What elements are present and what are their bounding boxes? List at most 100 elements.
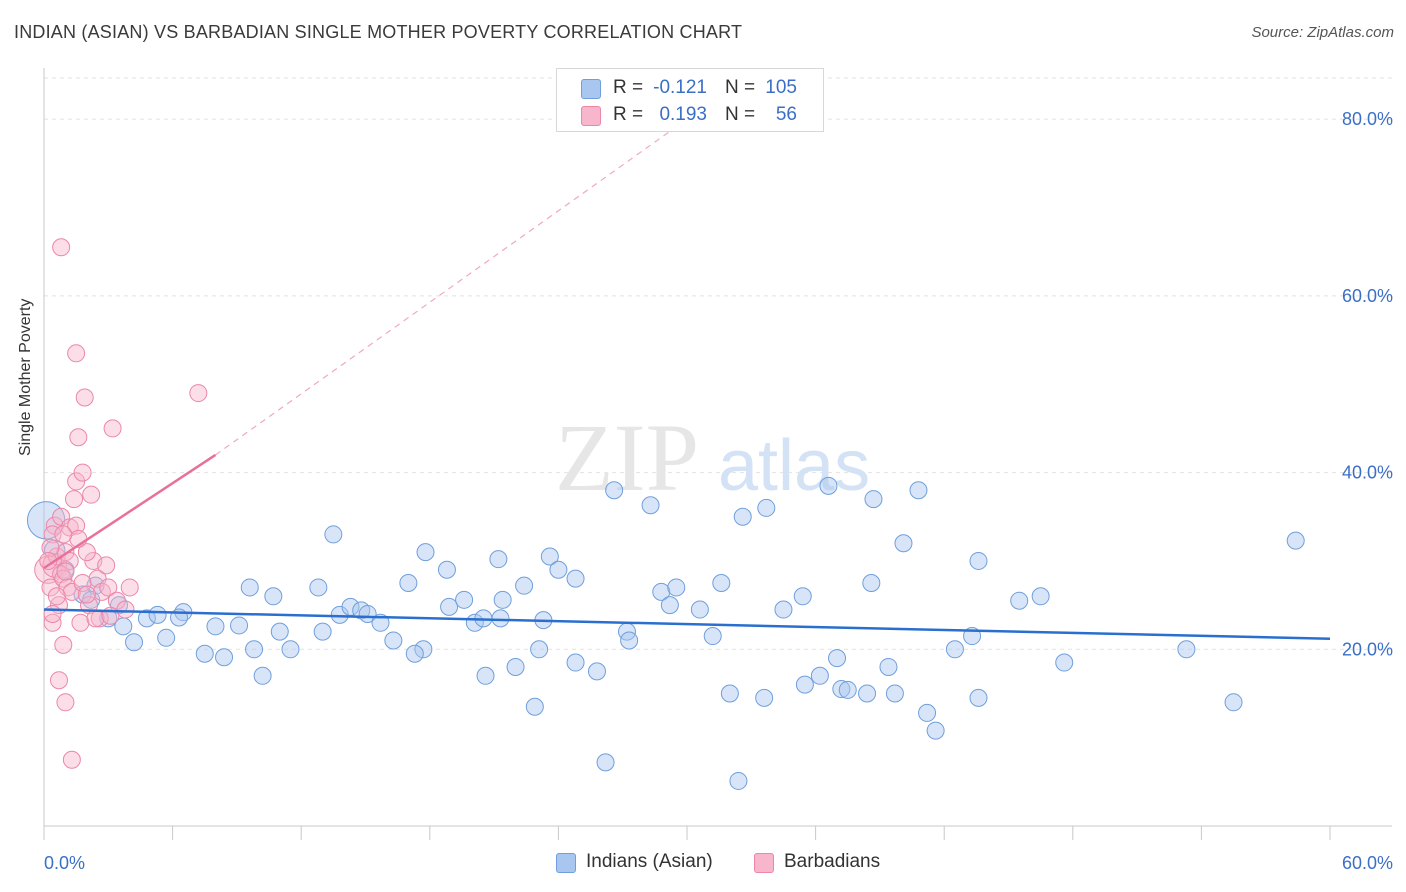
indian-point [667, 578, 686, 597]
indian-point [652, 582, 671, 601]
indian-point [270, 622, 289, 641]
indian-point [530, 640, 549, 659]
indian-point [733, 507, 752, 526]
indian-point [206, 617, 225, 636]
indian-point [918, 703, 937, 722]
x-tick-label-max: 60.0% [1342, 853, 1393, 873]
indian-point [587, 662, 606, 681]
indian-point [703, 627, 722, 646]
indian-point [660, 596, 679, 615]
axes [43, 68, 1392, 840]
indian-point [858, 684, 877, 703]
indian-point [810, 666, 829, 685]
indian-point [414, 640, 433, 659]
y-tick-label: 80.0% [1342, 109, 1393, 129]
indian-point [1286, 531, 1305, 550]
indian-point [281, 640, 300, 659]
indian-point [125, 633, 144, 652]
barbadian-point [52, 238, 71, 257]
barbadian-point [43, 525, 62, 544]
x-tick-label-min: 0.0% [44, 853, 85, 873]
barbadian-point [67, 344, 86, 363]
indian-point [324, 525, 343, 544]
indian-point [476, 666, 495, 685]
indian-point [926, 721, 945, 740]
barbadian-point [62, 582, 81, 601]
indian-point [819, 476, 838, 495]
barbadian-point [71, 613, 90, 632]
series-label-barbadians: Barbadians [784, 851, 881, 872]
indian-point [493, 590, 512, 609]
indian-point [793, 587, 812, 606]
indian-point [137, 609, 156, 628]
indian-point [195, 644, 214, 663]
watermark-zip: ZIP [555, 404, 699, 511]
indian-point [1177, 640, 1196, 659]
indian-point [405, 644, 424, 663]
series-swatch-barbadians [754, 853, 774, 873]
y-tick-label: 40.0% [1342, 463, 1393, 483]
indian-point [157, 628, 176, 647]
barbadian-point [82, 485, 101, 504]
indian-point [795, 675, 814, 694]
tick-labels: 20.0% 40.0% 60.0% 80.0% 0.0% 60.0% [44, 109, 1393, 873]
indian-point [148, 605, 167, 624]
indian-point [712, 574, 731, 593]
indian-point [720, 684, 739, 703]
barbadian-point [99, 578, 118, 597]
indian-point [440, 597, 459, 616]
legend-r-value: -0.121 [653, 77, 707, 98]
indian-point [969, 688, 988, 707]
y-axis-label: Single Mother Poverty [17, 298, 34, 456]
y-tick-label: 60.0% [1342, 286, 1393, 306]
indian-point [945, 640, 964, 659]
indian-point [515, 576, 534, 595]
indian-point [832, 680, 851, 699]
indian-point [757, 498, 776, 517]
gridlines [44, 77, 1392, 650]
indian-point [690, 600, 709, 619]
barbadian-point [73, 463, 92, 482]
indian-point [885, 684, 904, 703]
indian-point [605, 481, 624, 500]
indian-point [245, 640, 264, 659]
watermark: ZIP atlas [555, 404, 870, 511]
barbadian-point [54, 525, 73, 544]
barbadian-point [54, 569, 73, 588]
barbadian-point [77, 543, 96, 562]
barbadian-point [65, 490, 84, 509]
legend-r-label: R = [613, 104, 644, 125]
source-credit: Source: ZipAtlas.com [1251, 24, 1394, 41]
barbadian-point [56, 562, 75, 581]
barbadian-point [67, 472, 86, 491]
indian-point [969, 551, 988, 570]
trend-line-barbadians-extension [215, 118, 688, 456]
indian-point [491, 609, 510, 628]
indian-point [525, 697, 544, 716]
indian-point [894, 534, 913, 553]
indian-point [864, 490, 883, 509]
indian-point [838, 680, 857, 699]
barbadian-point [56, 693, 75, 712]
legend-swatch-barbadians [581, 106, 601, 126]
indian-point [828, 649, 847, 668]
trend-line-barbadians [43, 453, 217, 570]
barbadian-point [116, 600, 135, 619]
legend-r-label: R = [613, 77, 644, 98]
barbadian-point [67, 516, 86, 535]
indian-point [313, 622, 332, 641]
legend-n-value: 105 [765, 77, 797, 98]
indian-point [1224, 693, 1243, 712]
indian-point [862, 574, 881, 593]
barbadian-point [77, 585, 96, 604]
legend-n-label: N = [725, 104, 756, 125]
indian-point [879, 657, 898, 676]
barbadian-point [47, 587, 66, 606]
trend-lines [43, 118, 1331, 640]
indian-point [437, 560, 456, 579]
barbadian-point [75, 388, 94, 407]
indian-point [755, 688, 774, 707]
barbadian-point [62, 750, 81, 769]
indian-point [540, 547, 559, 566]
indian-point [309, 578, 328, 597]
